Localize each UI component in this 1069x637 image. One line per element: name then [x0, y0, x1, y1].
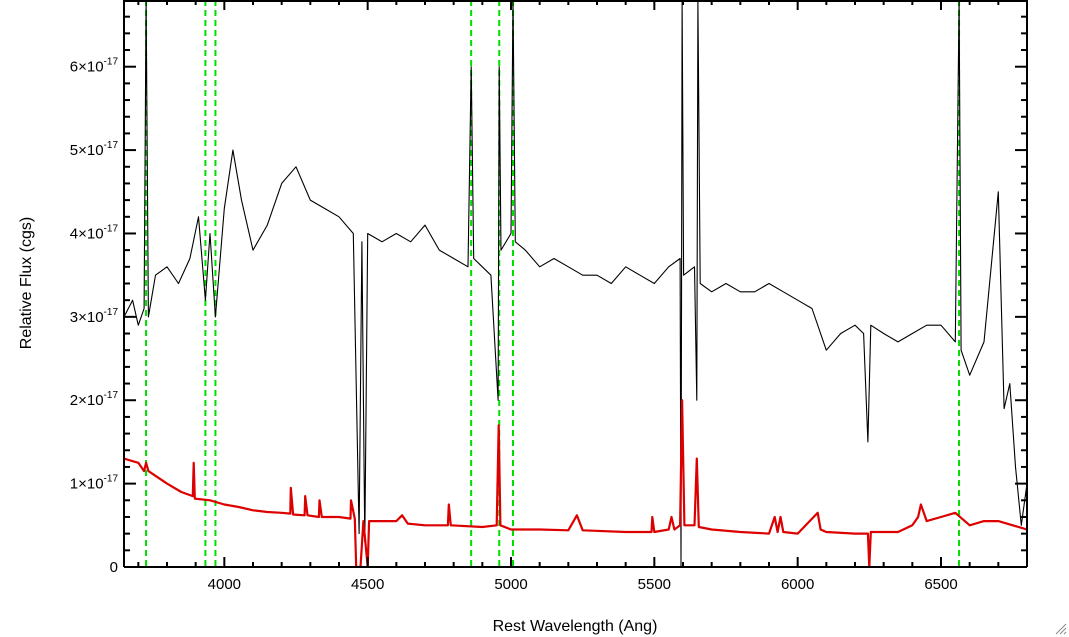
axes	[123, 0, 1028, 568]
x-axis-title: Rest Wavelength (Ang)	[493, 618, 658, 635]
spectrum-series-line	[124, 0, 1027, 567]
tick-labels: 4000 4500 5000 5500 6000 6500 0 1×10-17 2×10-17 3…	[70, 57, 958, 593]
y-tick-label: 0	[110, 559, 118, 576]
x-tick-label: 5000	[494, 576, 527, 593]
x-tick-label: 5500	[638, 576, 671, 593]
reference-lines	[145, 0, 961, 567]
tick-marks	[124, 0, 1028, 568]
y-tick-label: 5×10-17	[70, 140, 119, 159]
x-tick-label: 6000	[781, 576, 814, 593]
x-tick-label: 4500	[351, 576, 384, 593]
y-tick-label: 2×10-17	[70, 390, 119, 409]
x-tick-label: 6500	[924, 576, 957, 593]
y-tick-label: 4×10-17	[70, 223, 119, 242]
y-axis-title: Relative Flux (cgs)	[18, 217, 35, 349]
series-layer	[124, 0, 1027, 567]
x-tick-label: 4000	[208, 576, 241, 593]
error-series-line	[124, 399, 1027, 567]
resize-grip-icon[interactable]	[1055, 623, 1067, 635]
y-tick-label: 3×10-17	[70, 307, 119, 326]
y-tick-label: 6×10-17	[70, 57, 119, 76]
y-tick-label: 1×10-17	[70, 474, 119, 493]
